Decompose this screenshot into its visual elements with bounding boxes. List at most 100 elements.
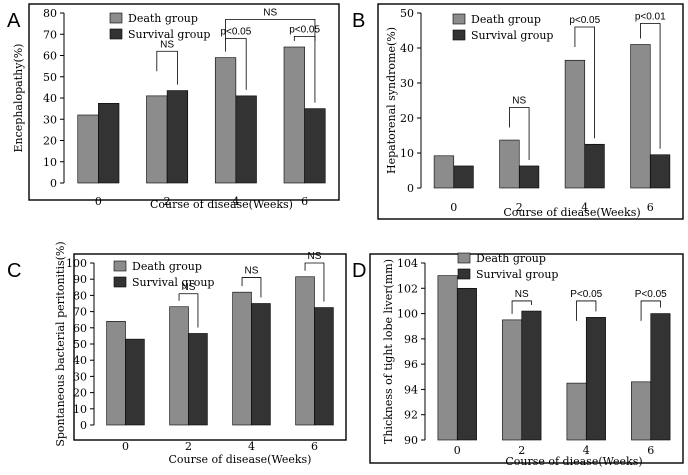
x-tick-label: 4 [248, 440, 255, 453]
x-tick-label: 2 [516, 201, 523, 214]
y-tick-label: 70 [43, 28, 57, 41]
y-tick-label: 60 [73, 322, 87, 335]
y-tick-label: 40 [43, 92, 57, 105]
y-tick-label: 0 [50, 177, 57, 190]
y-tick-label: 20 [43, 135, 57, 148]
significance-bracket [511, 300, 532, 314]
y-tick-label: 90 [404, 434, 418, 447]
y-tick-label: 10 [43, 156, 57, 169]
y-tick-label: 98 [404, 333, 418, 346]
survival-bar [304, 108, 326, 184]
significance-label: NS [263, 7, 277, 18]
y-tick-label: 94 [404, 383, 418, 396]
survival-bar [649, 154, 671, 189]
y-tick-label: 50 [73, 338, 87, 351]
x-tick-label: 0 [454, 444, 461, 457]
legend-swatch [452, 29, 466, 41]
legend-label: Survival group [471, 29, 553, 42]
panel-frame [73, 253, 347, 441]
y-tick-label: 100 [66, 257, 87, 270]
survival-bar [166, 90, 189, 184]
death-bar [214, 57, 237, 184]
x-tick-label: 4 [581, 201, 588, 214]
legend-label: Death group [476, 252, 546, 265]
significance-bracket [640, 300, 661, 321]
x-tick-label: 2 [164, 195, 171, 208]
y-tick-label: 102 [397, 282, 418, 295]
legend-label: Death group [471, 13, 541, 26]
significance-label: NS [308, 251, 322, 262]
panel-letter: C [7, 260, 21, 282]
x-tick-label: 4 [232, 195, 239, 208]
legend-swatch [457, 268, 471, 280]
significance-label: p<0.05 [289, 24, 320, 35]
death-bar [283, 46, 305, 184]
survival-bar [251, 303, 271, 426]
chart-panel-a: A 0 10 20 30 40 50 60 70 80 Encephalopathy(%) 0 2 4 6C… [7, 3, 340, 211]
survival-bar [453, 165, 474, 189]
survival-bar [650, 313, 671, 441]
significance-bracket [241, 277, 262, 298]
significance-bracket [509, 107, 530, 160]
y-tick-label: 20 [73, 387, 87, 400]
y-tick-label: 10 [400, 147, 414, 160]
survival-bar [584, 143, 605, 189]
significance-label: p<0.01 [635, 12, 666, 23]
survival-bar [585, 317, 606, 441]
significance-label: p<0.05 [569, 15, 600, 26]
y-tick-label: 40 [73, 354, 87, 367]
panel-letter: A [7, 10, 21, 32]
y-tick-label: 0 [80, 419, 87, 432]
significance-label: NS [512, 96, 526, 107]
survival-bar [125, 338, 145, 426]
survival-bar [521, 310, 542, 441]
death-bar [106, 321, 126, 426]
significance-label: P<0.05 [570, 289, 602, 300]
x-tick-label: 6 [647, 444, 654, 457]
legend-label: Death group [128, 12, 198, 25]
y-tick-label: 104 [397, 257, 418, 270]
legend-swatch [109, 12, 123, 24]
legend-swatch [457, 252, 471, 264]
y-tick-label: 60 [43, 50, 57, 63]
survival-bar [518, 165, 540, 189]
survival-bar [188, 333, 208, 426]
significance-bracket [225, 18, 316, 41]
significance-bracket [304, 262, 325, 302]
legend-swatch [113, 276, 127, 288]
y-axis-label: Thickness of tight lobe liver(mm) [382, 259, 395, 444]
death-bar [433, 155, 455, 189]
panel-letter: D [352, 260, 366, 282]
x-tick-label: 6 [311, 440, 318, 453]
significance-bracket [574, 26, 595, 139]
significance-label: NS [182, 282, 196, 293]
y-tick-label: 30 [73, 370, 87, 383]
significance-bracket [225, 38, 247, 90]
y-tick-label: 0 [407, 182, 414, 195]
legend-label: Survival group [132, 276, 214, 289]
survival-bar [235, 95, 257, 184]
x-tick-label: 4 [583, 444, 590, 457]
legend-label: Survival group [476, 268, 558, 281]
legend-label: Death group [132, 260, 202, 273]
x-axis-label: Course of disease(Weeks) [169, 453, 312, 466]
x-tick-label: 0 [122, 440, 129, 453]
death-bar [564, 59, 586, 189]
significance-bracket [640, 23, 661, 149]
significance-label: NS [515, 289, 529, 300]
y-tick-label: 10 [73, 403, 87, 416]
panel-frame [28, 3, 340, 201]
y-tick-label: 70 [73, 306, 87, 319]
significance-label: NS [245, 266, 259, 277]
panel-letter: B [352, 10, 365, 32]
y-tick-label: 80 [73, 289, 87, 302]
death-bar [437, 275, 458, 441]
x-axis-label: Course of diease(Weeks) [505, 455, 642, 468]
y-tick-label: 92 [404, 409, 418, 422]
death-bar [146, 95, 168, 184]
y-tick-label: 50 [400, 7, 414, 20]
y-tick-label: 30 [43, 113, 57, 126]
